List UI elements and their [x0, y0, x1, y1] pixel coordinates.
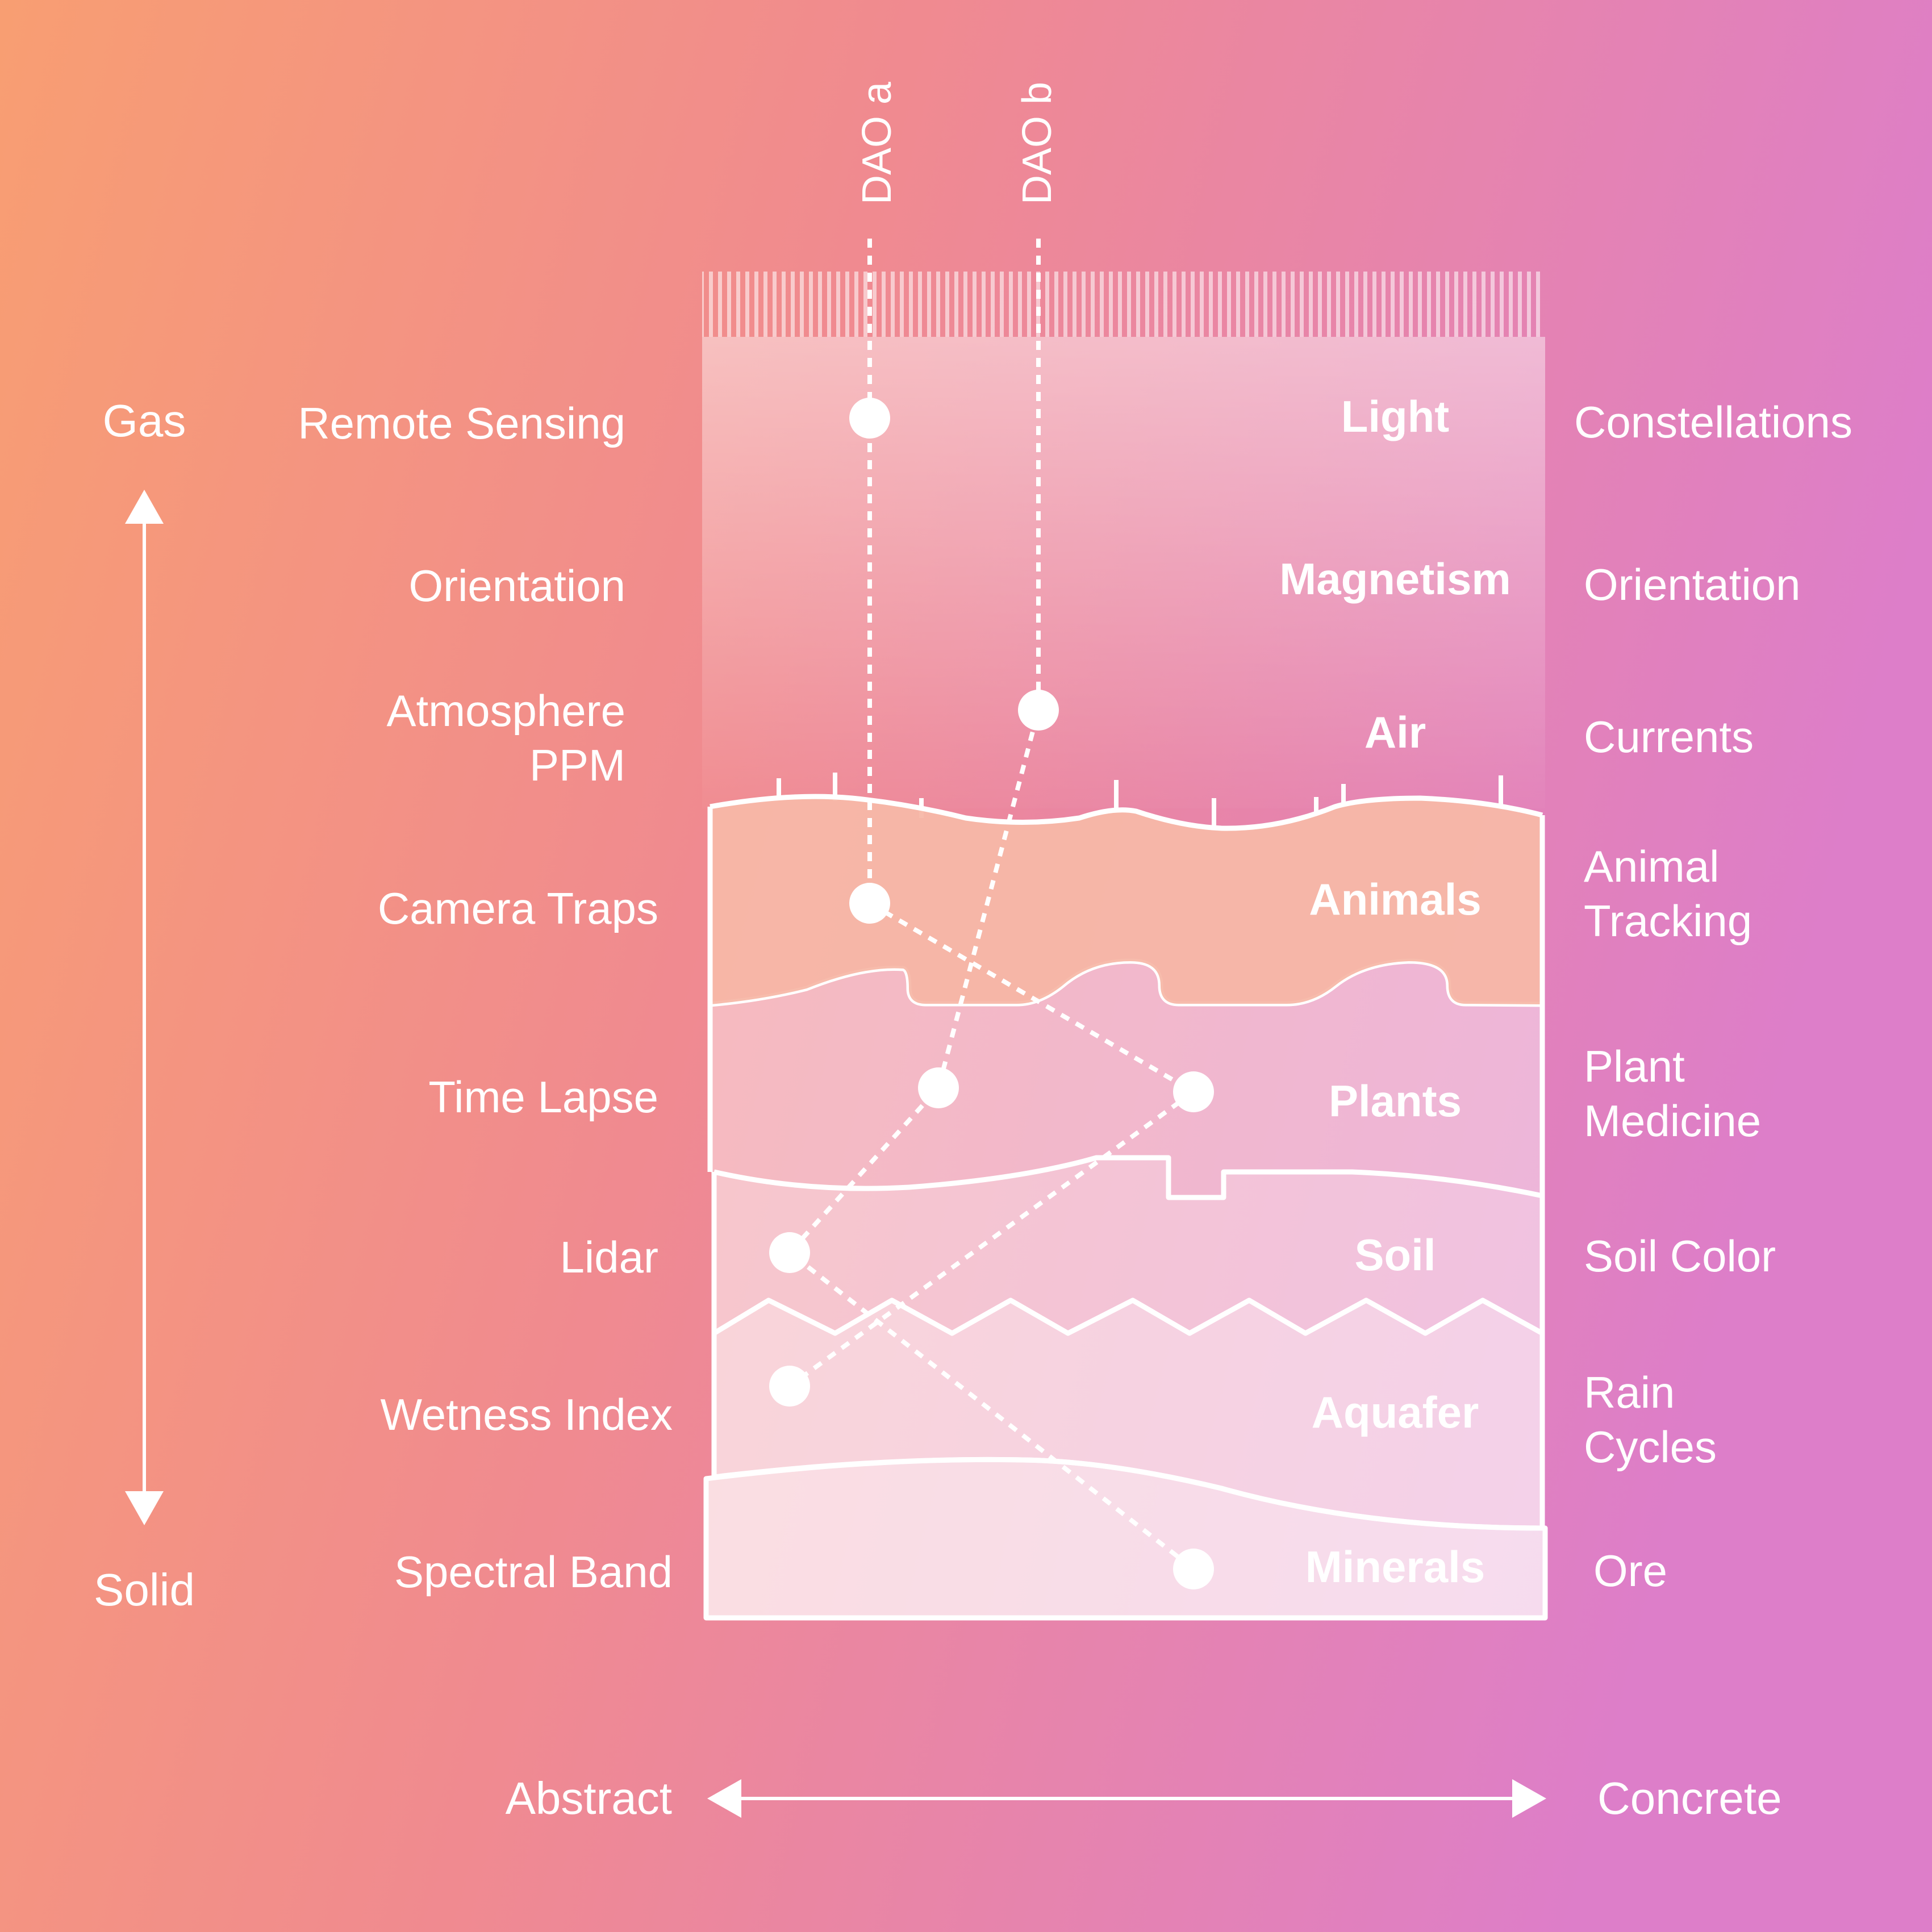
- sensing-lidar: Lidar: [560, 1232, 658, 1282]
- minerals-layer: [706, 1459, 1545, 1618]
- dao-a-light-node[interactable]: [849, 398, 890, 439]
- outcome-soil-color: Soil Color: [1584, 1231, 1776, 1281]
- sensing-orientation: Orientation: [408, 561, 625, 611]
- layer-magnetism: Magnetism: [1279, 554, 1510, 604]
- soil-layer: [714, 1158, 1542, 1333]
- outcome-plant-line1: Plant: [1584, 1041, 1685, 1091]
- solid-label: Solid: [94, 1564, 195, 1615]
- outcome-constellations: Constellations: [1574, 397, 1852, 447]
- animals-layer: [710, 796, 1542, 1004]
- arrow-left-icon: [707, 1779, 741, 1818]
- arrow-down-icon: [125, 1491, 164, 1525]
- dao-b-air-node[interactable]: [1018, 690, 1059, 731]
- plants-layer: [710, 961, 1542, 1197]
- sensing-wetness-index: Wetness Index: [380, 1389, 673, 1439]
- dao-a-animals-node[interactable]: [849, 883, 890, 924]
- horizontal-axis: [707, 1779, 1546, 1818]
- abstract-label: Abstract: [506, 1773, 672, 1823]
- layer-air: Air: [1364, 707, 1426, 757]
- sensing-remote-sensing: Remote Sensing: [298, 398, 625, 448]
- outcome-animal-line1: Animal: [1584, 841, 1719, 891]
- layer-plants: Plants: [1329, 1076, 1462, 1126]
- sensing-atmosphere-line2: PPM: [529, 740, 625, 790]
- layer-soil: Soil: [1354, 1230, 1436, 1280]
- outcome-rain-line1: Rain: [1584, 1367, 1675, 1417]
- dao-b-label: DAO b: [1015, 82, 1060, 205]
- dao-b-plants-node[interactable]: [918, 1067, 959, 1108]
- dao-a-label: DAO a: [854, 81, 900, 205]
- outcome-ore: Ore: [1593, 1546, 1667, 1596]
- sensing-atmosphere-line1: Atmosphere: [386, 686, 625, 736]
- sensing-spectral-band: Spectral Band: [394, 1547, 673, 1597]
- layer-aquafer: Aquafer: [1312, 1387, 1479, 1437]
- layer-minerals: Minerals: [1305, 1542, 1485, 1592]
- outcome-plant-line2: Medicine: [1584, 1096, 1761, 1146]
- arrow-right-icon: [1512, 1779, 1546, 1818]
- concrete-label: Concrete: [1597, 1773, 1782, 1823]
- outcome-animal-line2: Tracking: [1584, 896, 1752, 946]
- outcome-rain-line2: Cycles: [1584, 1422, 1717, 1472]
- outcome-orientation: Orientation: [1584, 560, 1801, 610]
- sky-region: [702, 337, 1545, 808]
- sky-hatch-band: [702, 272, 1545, 337]
- dao-a-plants-node[interactable]: [1173, 1071, 1214, 1112]
- dao-b-soil-node[interactable]: [769, 1232, 810, 1273]
- sensing-camera-traps: Camera Traps: [378, 883, 658, 933]
- outcome-currents: Currents: [1584, 712, 1754, 762]
- dao-b-minerals-node[interactable]: [1173, 1549, 1214, 1589]
- layer-animals: Animals: [1309, 874, 1481, 924]
- sensing-time-lapse: Time Lapse: [428, 1072, 658, 1122]
- dao-a-aquafer-node[interactable]: [769, 1366, 810, 1407]
- dao-b-path: [786, 239, 1195, 1571]
- gas-label: Gas: [103, 395, 186, 446]
- vertical-axis: [125, 490, 164, 1525]
- layer-light: Light: [1341, 391, 1450, 441]
- arrow-up-icon: [125, 490, 164, 524]
